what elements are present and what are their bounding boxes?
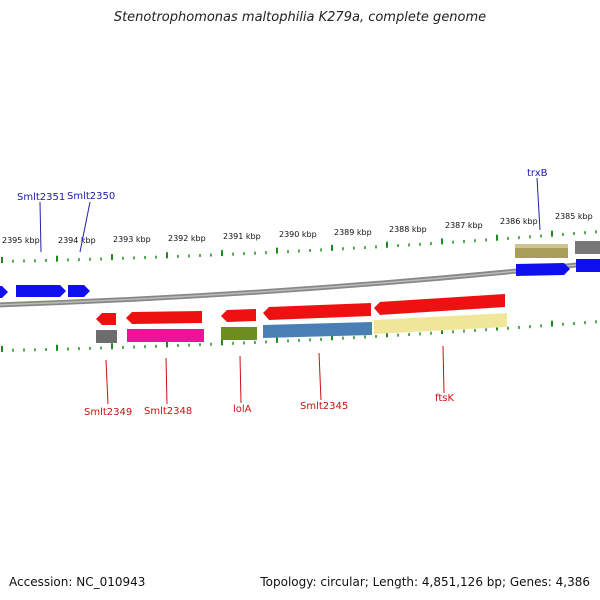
gene-block [96,313,116,325]
gene-label: Smlt2351 [17,192,65,203]
tick-label: 2387 kbp [445,221,483,230]
gene-block [68,285,90,297]
tick-label: 2395 kbp [2,236,40,245]
gene-label: Smlt2345 [300,401,348,412]
tick-label: 2393 kbp [113,235,151,244]
gene-block [16,285,66,297]
gene-block [221,309,256,322]
gene-block [263,303,371,320]
gene-block [221,327,257,340]
tick-label: 2394 kbp [58,236,96,245]
gene-label: ftsK [435,393,454,404]
gene-block [127,329,204,342]
top-leader-lines [39,177,541,253]
gene-block [576,259,600,272]
gene-block [516,263,570,276]
gene-label: Smlt2349 [84,407,132,418]
gene-label: Smlt2348 [144,406,192,417]
tick-label: 2390 kbp [279,230,317,239]
map-title: Stenotrophomonas maltophilia K279a, comp… [113,10,487,25]
tick-label: 2388 kbp [389,225,427,234]
gene-block [374,313,507,334]
bottom-leader-lines [105,345,445,405]
gene-block [575,241,600,254]
gene-block [374,294,505,315]
gene-block [126,311,202,324]
gene-label: trxB [527,168,548,179]
gene-block [96,330,117,343]
gene-block [263,322,372,338]
genome-backbone [0,260,600,308]
tick-label: 2385 kbp [555,212,593,221]
gene-label: Smlt2350 [67,191,115,202]
gene-block [0,286,8,298]
gene-label: lolA [233,404,252,415]
tick-label: 2391 kbp [223,232,261,241]
genome-stats-text: Topology: circular; Length: 4,851,126 bp… [260,575,590,589]
tick-label: 2392 kbp [168,234,206,243]
top-tick-row [1,230,597,263]
tick-label: 2389 kbp [334,228,372,237]
bottom-strand-genes [96,294,507,343]
top-strand-genes [0,241,600,298]
accession-text: Accession: NC_010943 [9,575,146,589]
tick-label: 2386 kbp [500,217,538,226]
